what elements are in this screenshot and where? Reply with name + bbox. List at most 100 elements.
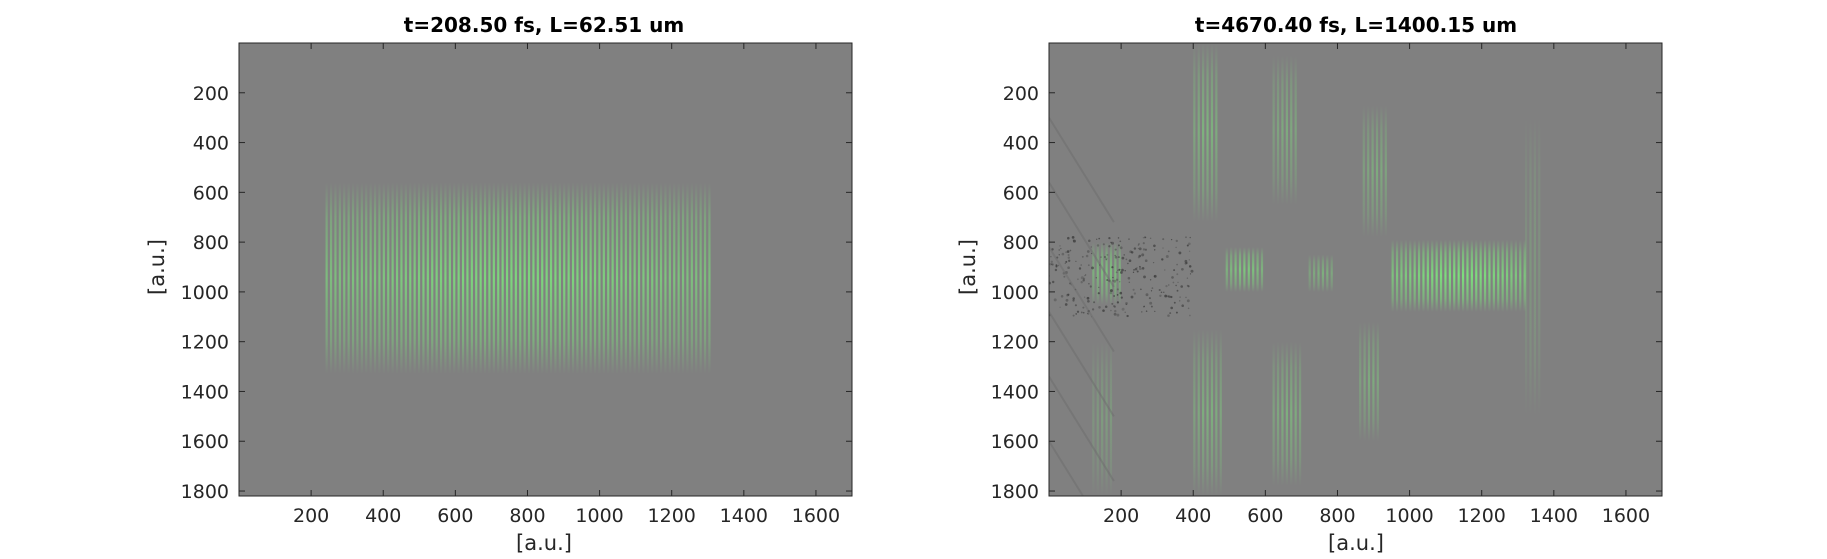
streak xyxy=(1049,375,1115,482)
fringe-line xyxy=(1376,321,1379,442)
fringe-line xyxy=(483,182,487,375)
speckle xyxy=(1111,241,1114,245)
fringe-line xyxy=(417,182,421,375)
speckle xyxy=(1096,238,1098,240)
speckle xyxy=(1058,254,1061,256)
fringe-line xyxy=(439,182,443,375)
y-tick-label: 200 xyxy=(193,83,229,105)
fringe-line xyxy=(492,182,495,375)
fringe-line xyxy=(453,182,456,375)
fringe-line xyxy=(571,182,575,375)
speckle xyxy=(1091,308,1095,311)
fringe-line xyxy=(1234,247,1237,292)
speckle xyxy=(1184,262,1188,265)
speckle xyxy=(1187,242,1191,246)
speckle xyxy=(1138,254,1142,258)
speckle xyxy=(1184,259,1188,263)
speckle xyxy=(1136,267,1138,269)
speckle xyxy=(1185,236,1187,239)
speckle xyxy=(1084,274,1086,277)
fringe-line xyxy=(580,182,583,375)
speckle xyxy=(1186,244,1189,247)
fringe-line xyxy=(1256,247,1259,292)
fringe-line xyxy=(558,182,561,375)
speckle xyxy=(1091,266,1094,270)
speckle xyxy=(1138,243,1140,245)
speckle xyxy=(1086,250,1090,253)
image-background xyxy=(239,43,852,496)
fringe-line xyxy=(563,182,566,375)
speckle xyxy=(1150,290,1153,292)
speckle xyxy=(1067,236,1070,240)
speckle xyxy=(1082,279,1085,282)
speckle xyxy=(1098,237,1101,240)
speckle xyxy=(1186,299,1190,303)
speckle xyxy=(1190,269,1194,273)
fringe-line xyxy=(1497,239,1500,312)
x-tick-label: 1000 xyxy=(575,505,623,527)
speckle xyxy=(1176,263,1178,266)
axes-frame xyxy=(1048,42,1663,497)
panel-title: t=4670.40 fs, L=1400.15 um xyxy=(1195,13,1517,37)
speckle xyxy=(1188,259,1191,261)
fringe-line xyxy=(1206,43,1209,223)
fringe-line xyxy=(1109,242,1113,305)
speckle xyxy=(1063,275,1066,278)
speckle xyxy=(1170,295,1173,299)
speckle xyxy=(1128,238,1130,240)
speckle xyxy=(1133,247,1137,250)
speckle xyxy=(1100,256,1102,258)
fringe-line xyxy=(1529,117,1532,417)
fringe-line xyxy=(708,182,711,375)
speckle xyxy=(1096,244,1100,247)
speckle xyxy=(1110,309,1112,312)
speckle xyxy=(1075,260,1077,263)
speckle xyxy=(1072,297,1075,300)
speckle xyxy=(1095,277,1097,279)
panel-left: t=208.50 fs, L=62.51 um 200 400 600 800 1000… xyxy=(145,13,853,555)
speckle xyxy=(1170,306,1174,310)
speckle xyxy=(1128,281,1131,284)
fringe-line xyxy=(1276,341,1280,487)
speckle xyxy=(1078,267,1082,270)
speckle xyxy=(1072,314,1075,317)
fringe-line xyxy=(655,182,658,375)
speckle xyxy=(1170,238,1173,241)
fringe-line xyxy=(514,182,517,375)
speckle xyxy=(1175,246,1177,249)
speckle xyxy=(1080,276,1084,280)
fringe-line xyxy=(1475,239,1478,312)
speckle xyxy=(1072,239,1076,243)
speckle xyxy=(1074,304,1077,307)
fringe-line xyxy=(1326,254,1329,292)
streak xyxy=(1049,117,1115,223)
fringe-line xyxy=(1431,239,1434,312)
speckle xyxy=(1089,285,1092,288)
x-tick-label: 200 xyxy=(1103,505,1139,527)
speckle xyxy=(1117,244,1120,247)
speckle xyxy=(1121,256,1125,260)
speckle xyxy=(1175,239,1179,243)
speckle xyxy=(1109,291,1113,295)
fringe-line xyxy=(519,182,522,375)
x-tick-label: 1400 xyxy=(1530,505,1578,527)
speckle xyxy=(1136,270,1139,273)
fringe-packet xyxy=(1092,341,1113,496)
speckle xyxy=(1109,289,1113,293)
y-tick-label: 400 xyxy=(193,133,229,155)
fringe-line xyxy=(409,182,412,375)
speckle xyxy=(1067,253,1070,257)
speckle xyxy=(1102,309,1105,312)
fringe-line xyxy=(501,182,504,375)
speckle xyxy=(1152,261,1155,264)
speckle xyxy=(1066,250,1070,253)
fringe-line xyxy=(431,182,434,375)
speckle xyxy=(1127,262,1129,265)
fringe-line xyxy=(664,182,667,375)
y-axis-label: [a.u.] xyxy=(956,239,980,295)
fringe-line xyxy=(479,182,482,375)
fringe-line xyxy=(1290,341,1293,487)
x-tick-label: 800 xyxy=(509,505,545,527)
fringe-line xyxy=(1524,117,1528,417)
fringe-line xyxy=(1308,254,1311,292)
